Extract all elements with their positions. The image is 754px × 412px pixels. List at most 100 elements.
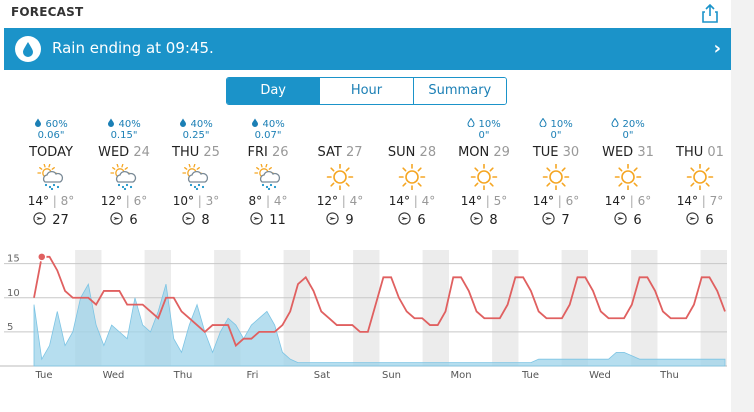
precip-info: 40% 0.15": [88, 118, 160, 142]
raindrop-icon: [15, 36, 41, 62]
temperature-range: 14° | 6°: [604, 194, 652, 208]
wind-speed: 7: [561, 213, 570, 228]
low-temp: 6°: [637, 194, 652, 208]
rain-alert-banner[interactable]: Rain ending at 09:45. ›: [4, 28, 731, 70]
high-temp: 14°: [676, 194, 698, 208]
precip-amount: 0": [622, 130, 634, 141]
wind-info: 7: [520, 212, 592, 229]
low-temp: 4°: [349, 194, 364, 208]
temperature-range: 8° | 4°: [248, 194, 288, 208]
rain-partly-sunny-icon: [15, 164, 87, 190]
wind-direction-icon: [398, 212, 412, 229]
day-column[interactable]: 10% 0" MON 29 14° | 5° 8: [448, 117, 520, 236]
rain-partly-sunny-icon: [88, 164, 160, 190]
wind-direction-icon: [33, 212, 46, 229]
wind-direction-icon: [614, 212, 628, 229]
wind-direction-icon: [470, 212, 484, 229]
low-temp: 4°: [273, 194, 288, 208]
sun-icon: [520, 164, 592, 190]
day-column[interactable]: 40% 0.07" FRI 26 8° | 4° 11: [232, 118, 304, 236]
precip-amount: 0.15": [110, 130, 138, 141]
day-column[interactable]: SUN 28 14° | 4° 6: [376, 118, 448, 236]
sun-icon: [304, 164, 376, 190]
x-tick-label: Thu: [173, 370, 193, 381]
day-column[interactable]: 60% 0.06" TODAY 14° | 8° 27: [15, 118, 87, 236]
wind-speed: 8: [489, 213, 498, 228]
precip-chance: 40%: [88, 118, 160, 130]
wind-speed: 6: [129, 213, 138, 228]
y-tick-label: 10: [7, 288, 20, 299]
precip-chance: 60%: [15, 118, 87, 130]
day-column[interactable]: SAT 27 12° | 4° 9: [304, 118, 376, 236]
rain-alert-text: Rain ending at 09:45.: [52, 39, 214, 57]
sun-icon: [376, 164, 448, 190]
night-band: [700, 250, 727, 366]
precip-info: [376, 118, 448, 142]
high-temp: 12°: [100, 194, 122, 208]
wind-speed: 6: [417, 213, 426, 228]
precip-amount: 0": [550, 130, 562, 141]
day-name: THU 01: [676, 145, 724, 160]
wind-speed: 6: [705, 213, 714, 228]
wind-direction-icon: [542, 212, 556, 229]
tab-summary[interactable]: Summary: [412, 78, 506, 104]
wind-direction-icon: [110, 212, 124, 229]
wind-speed: 11: [269, 213, 286, 228]
day-column[interactable]: 40% 0.15" WED 24 12° | 6° 6: [88, 118, 160, 236]
day-name: MON 29: [458, 145, 510, 160]
high-temp: 10°: [172, 194, 194, 208]
temperature-range: 14° | 8°: [27, 194, 75, 208]
precip-amount: 0.07": [254, 130, 282, 141]
day-column[interactable]: 40% 0.25" THU 25 10° | 3° 8: [160, 118, 232, 236]
x-tick-label: Tue: [34, 370, 52, 381]
precip-chance: 10%: [520, 117, 592, 130]
tab-hour[interactable]: Hour: [319, 78, 413, 104]
precip-series: [33, 282, 726, 367]
x-tick-label: Mon: [450, 370, 471, 381]
temperature-precip-chart: 15 10 5 Tue Wed Thu Fri Sat Sun Mon Tue Wed Thu: [0, 250, 727, 381]
day-column[interactable]: THU 01 14° | 7° 6: [664, 118, 736, 236]
low-temp: 7°: [709, 194, 724, 208]
low-temp: 5°: [493, 194, 508, 208]
temperature-range: 12° | 6°: [100, 194, 148, 208]
day-name: SUN 28: [387, 145, 437, 160]
temperature-series: [33, 255, 726, 348]
precip-chance: 10%: [448, 117, 520, 130]
precip-info: 20% 0": [592, 117, 664, 142]
precip-info: 10% 0": [520, 117, 592, 142]
x-tick-label: Sat: [314, 370, 330, 381]
precip-chance: 40%: [232, 118, 304, 130]
day-column[interactable]: 20% 0" WED 31 14° | 6° 6: [592, 117, 664, 236]
x-tick-label: Wed: [103, 370, 125, 381]
tab-day[interactable]: Day: [227, 78, 320, 104]
y-tick-label: 5: [7, 322, 13, 333]
x-tick-label: Wed: [589, 370, 611, 381]
low-temp: 8°: [60, 194, 75, 208]
wind-direction-icon: [326, 212, 340, 229]
high-temp: 14°: [27, 194, 49, 208]
wind-info: 8: [448, 212, 520, 229]
current-time-marker: [37, 252, 47, 262]
rain-partly-sunny-icon: [232, 164, 304, 190]
day-name: SAT 27: [317, 145, 363, 160]
day-column[interactable]: 10% 0" TUE 30 14° | 6° 7: [520, 117, 592, 236]
day-name: WED 31: [602, 145, 654, 160]
wind-info: 9: [304, 212, 376, 229]
share-icon[interactable]: [701, 3, 719, 23]
forecast-panel: FORECAST Rain ending at 09:45. › Day Hou…: [0, 0, 731, 412]
precip-info: [304, 118, 376, 142]
high-temp: 14°: [604, 194, 626, 208]
wind-info: 27: [15, 212, 87, 229]
high-temp: 12°: [316, 194, 338, 208]
wind-speed: 9: [345, 213, 354, 228]
wind-info: 6: [376, 212, 448, 229]
day-name: TUE 30: [532, 145, 580, 160]
y-tick-label: 15: [7, 254, 20, 265]
wind-direction-icon: [686, 212, 700, 229]
precip-amount: 0": [478, 130, 490, 141]
view-tabs: Day Hour Summary: [226, 77, 507, 105]
wind-direction-icon: [250, 212, 263, 229]
low-temp: 3°: [205, 194, 220, 208]
chevron-right-icon[interactable]: ›: [713, 38, 721, 59]
